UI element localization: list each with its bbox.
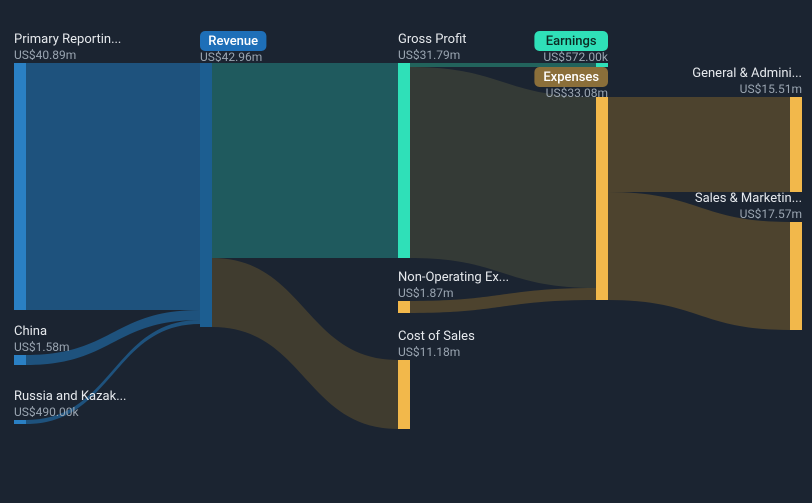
node-title-china: China <box>14 324 47 339</box>
sankey-node-expenses[interactable] <box>596 97 608 300</box>
node-value-sm: US$17.57m <box>740 207 802 221</box>
node-value-russia: US$490.00k <box>14 405 80 419</box>
sankey-node-nonop[interactable] <box>398 301 410 313</box>
sankey-link-revenue-cos <box>212 258 398 429</box>
sankey-node-gross[interactable] <box>398 63 410 258</box>
node-title-revenue: Revenue <box>208 34 258 49</box>
node-title-sm: Sales & Marketin... <box>695 191 802 206</box>
sankey-link-expenses-ga <box>608 97 790 192</box>
node-value-china: US$1.58m <box>14 340 70 354</box>
node-title-ga: General & Admini... <box>692 66 802 81</box>
sankey-node-revenue[interactable] <box>200 63 212 327</box>
sankey-node-sm[interactable] <box>790 222 802 330</box>
node-value-revenue: US$42.96m <box>200 50 262 64</box>
node-title-primary: Primary Reportin... <box>14 32 121 47</box>
sankey-node-russia[interactable] <box>14 420 26 424</box>
sankey-node-primary[interactable] <box>14 63 26 310</box>
sankey-chart: Primary Reportin...US$40.89m ChinaUS$1.58… <box>0 0 812 503</box>
node-value-ga: US$15.51m <box>740 82 802 96</box>
node-value-nonop: US$1.87m <box>398 286 454 300</box>
sankey-node-china[interactable] <box>14 355 26 365</box>
node-value-cos: US$11.18m <box>398 345 460 359</box>
node-title-cos: Cost of Sales <box>398 329 475 344</box>
node-value-gross: US$31.79m <box>398 48 460 62</box>
node-value-earnings: US$572.00k <box>543 50 609 64</box>
sankey-link-revenue-gross <box>212 63 398 258</box>
sankey-link-gross-expenses <box>410 67 596 288</box>
sankey-link-china-revenue <box>26 310 200 365</box>
sankey-link-primary-revenue <box>26 63 200 310</box>
node-value-primary: US$40.89m <box>14 48 76 62</box>
node-title-gross: Gross Profit <box>398 32 467 47</box>
node-value-expenses: US$33.08m <box>546 86 608 100</box>
sankey-node-cos[interactable] <box>398 360 410 429</box>
node-title-russia: Russia and Kazak... <box>14 389 126 404</box>
sankey-node-ga[interactable] <box>790 97 802 192</box>
node-title-expenses: Expenses <box>543 70 599 85</box>
node-title-earnings: Earnings <box>546 34 597 49</box>
node-title-nonop: Non-Operating Ex... <box>398 270 509 285</box>
